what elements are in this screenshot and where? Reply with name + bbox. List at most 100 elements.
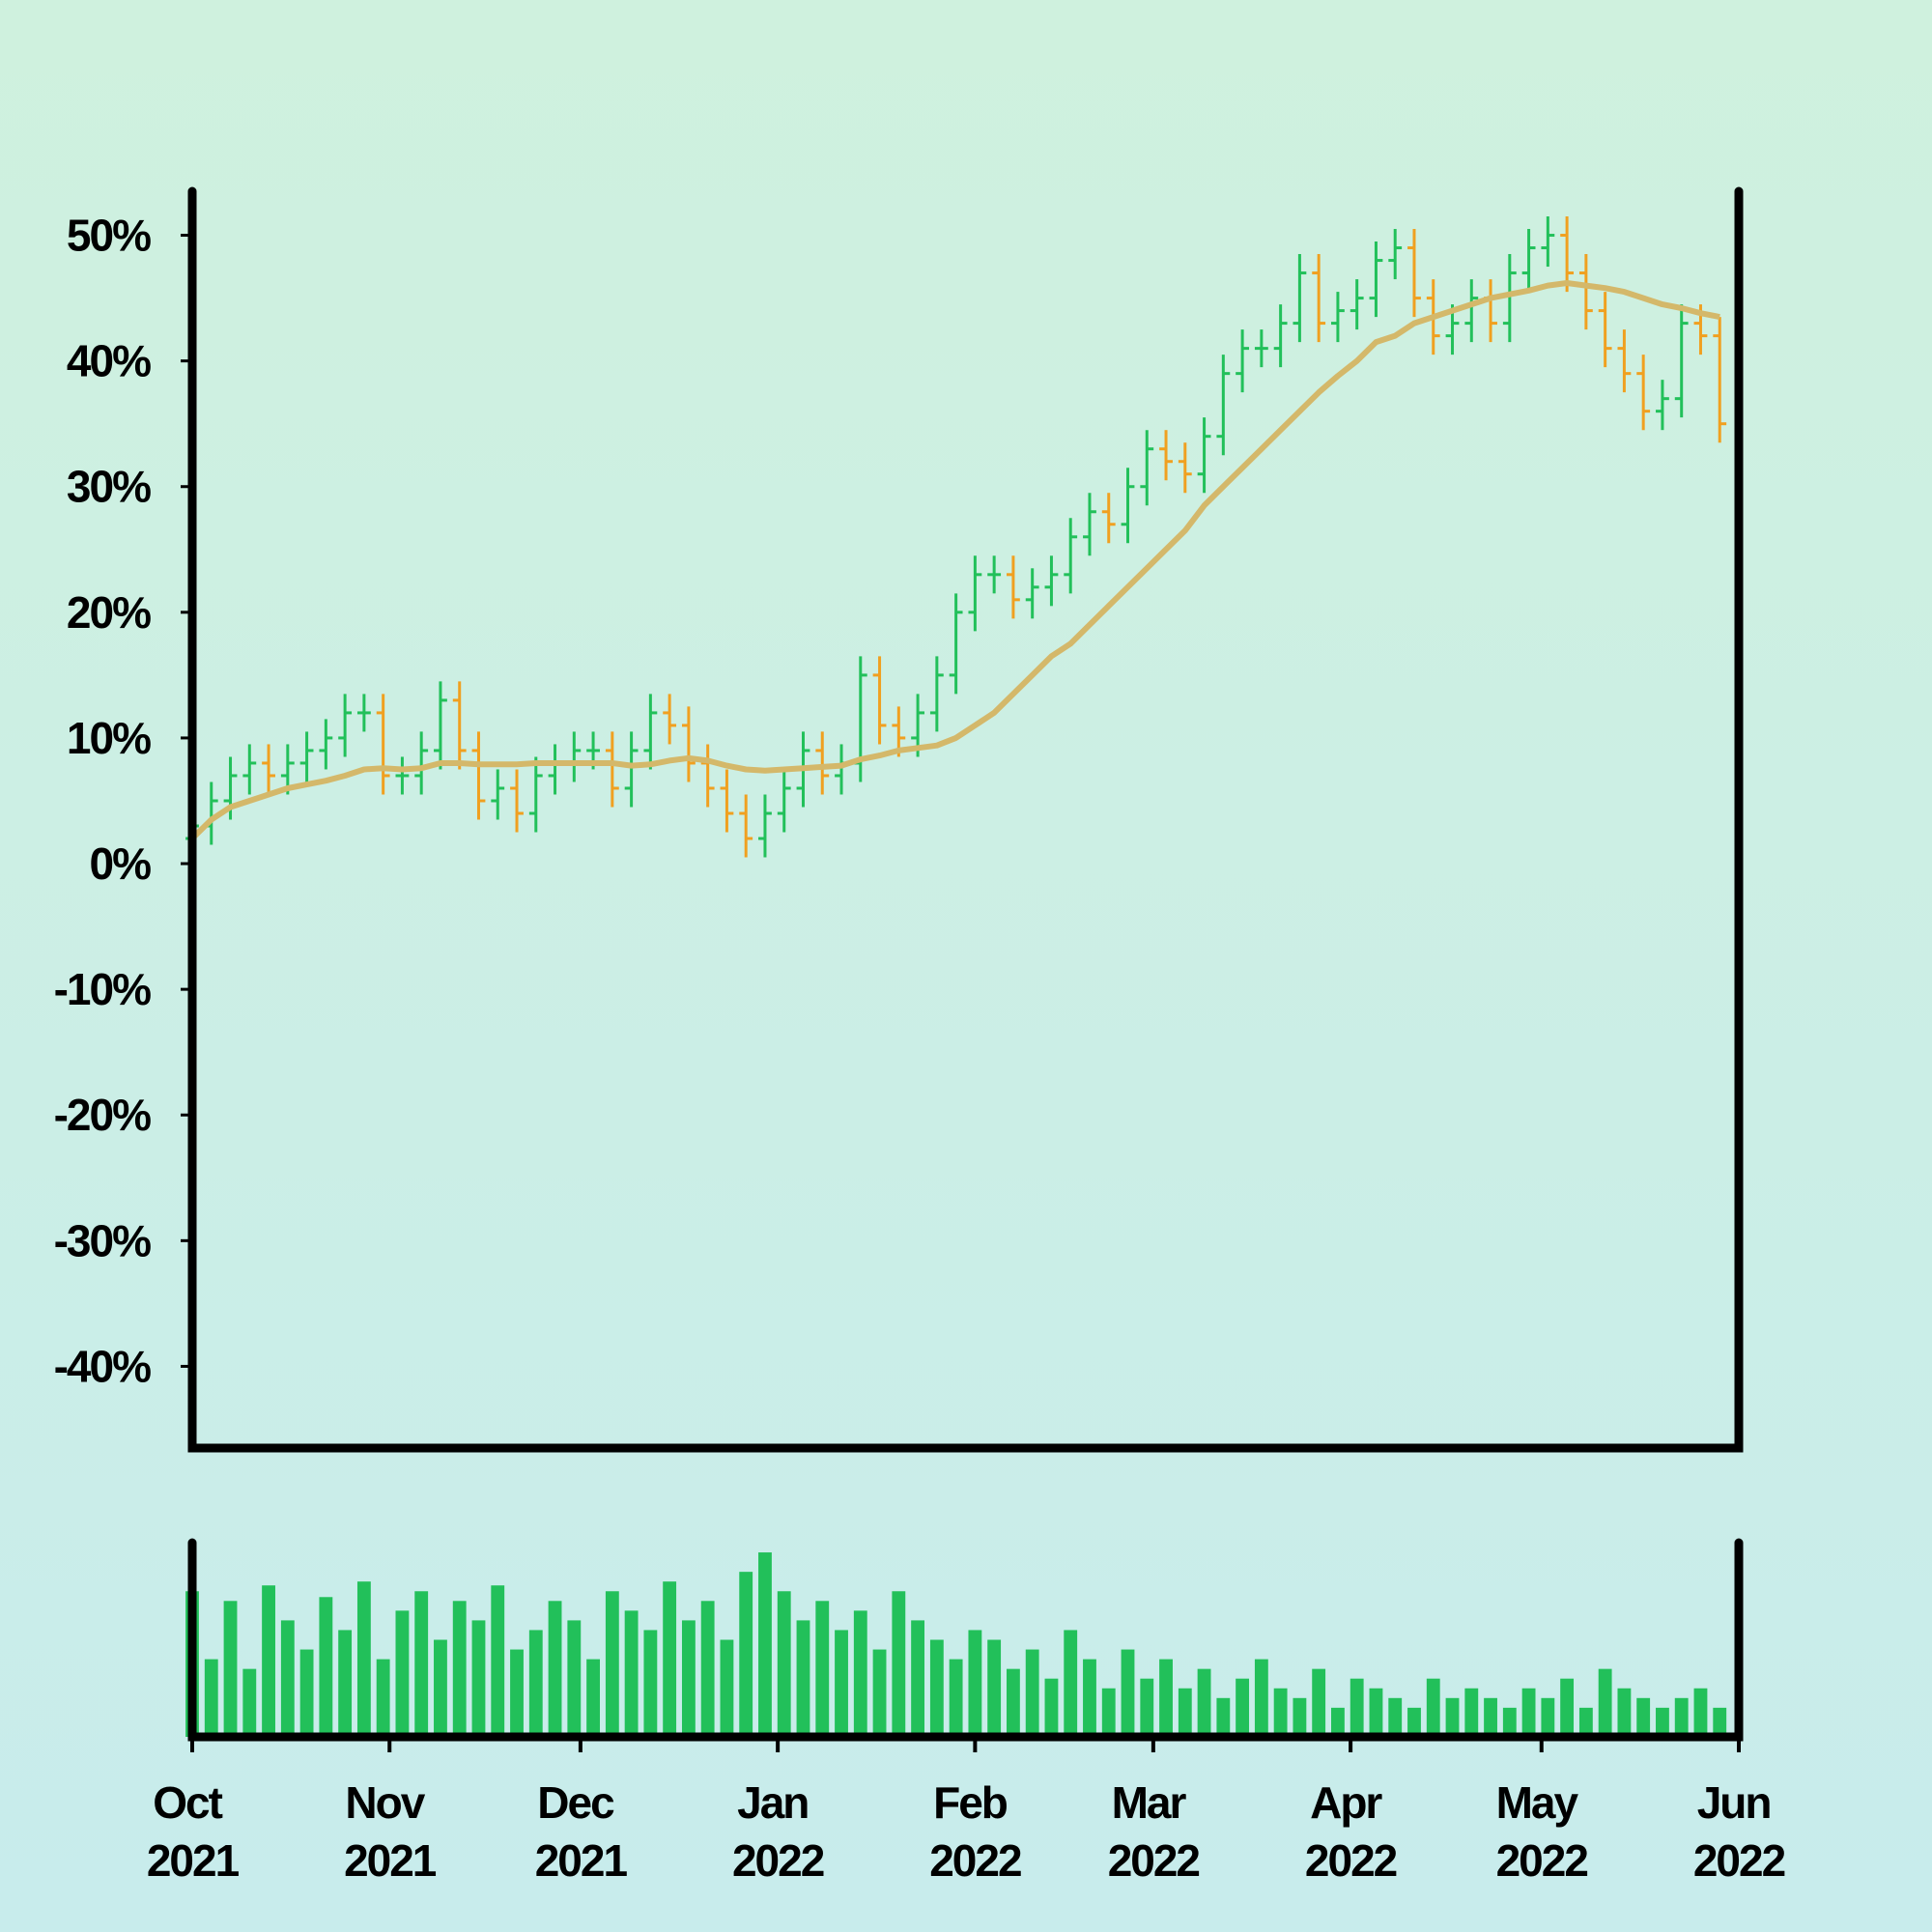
volume-bar — [1254, 1659, 1268, 1737]
volume-bar — [968, 1630, 982, 1737]
volume-bar — [1369, 1688, 1383, 1737]
x-tick-label-line: Mar — [1112, 1777, 1196, 1828]
volume-bar — [491, 1585, 505, 1737]
moving-average-line — [189, 280, 1720, 841]
x-tick-label: Oct 2021 — [147, 1777, 240, 1886]
x-tick-label-line: 2022 — [1305, 1835, 1397, 1886]
axis-frame — [187, 1538, 1744, 1742]
volume-bar — [586, 1659, 600, 1737]
volume-bar — [853, 1610, 867, 1737]
volume-bar — [1598, 1668, 1612, 1737]
volume-bar — [548, 1601, 562, 1737]
x-tick-label-line: 2021 — [344, 1835, 437, 1886]
volume-bar — [567, 1620, 582, 1737]
volume-bar — [796, 1620, 810, 1737]
volume-bar — [1578, 1707, 1593, 1737]
volume-bar — [1674, 1697, 1689, 1737]
volume-bar — [739, 1572, 753, 1737]
volume-bar — [1464, 1688, 1479, 1737]
volume-bar — [1693, 1688, 1708, 1737]
volume-bar — [1140, 1678, 1154, 1737]
volume-bar — [1044, 1678, 1059, 1737]
x-tick-label-line: Oct — [153, 1777, 231, 1828]
volume-bar — [835, 1630, 848, 1737]
y-tick-label: -10% — [54, 964, 151, 1014]
volume-bar — [1388, 1697, 1403, 1737]
volume-bar — [338, 1630, 353, 1737]
volume-bar — [1617, 1688, 1632, 1737]
volume-bar — [681, 1620, 696, 1737]
x-tick-label-line: 2021 — [147, 1835, 240, 1886]
volume-bar — [1445, 1697, 1460, 1737]
volume-bar — [624, 1610, 639, 1737]
x-tick-label-line: 2022 — [1693, 1835, 1785, 1886]
volume-bar — [204, 1659, 218, 1737]
volume-bar — [872, 1649, 887, 1737]
volume-bar — [452, 1601, 467, 1737]
volume-bar — [1521, 1688, 1536, 1737]
volume-bar — [700, 1601, 715, 1737]
volume-bar — [1236, 1678, 1250, 1737]
volume-bar — [892, 1591, 906, 1737]
x-tick-label-line: 2022 — [1496, 1835, 1588, 1886]
volume-bar — [758, 1552, 772, 1737]
y-tick-label: -20% — [54, 1090, 151, 1140]
volume-bar — [528, 1630, 543, 1737]
x-tick-label-line: 2022 — [929, 1835, 1021, 1886]
x-tick-label-line: Jun — [1697, 1777, 1781, 1828]
volume-bar — [720, 1639, 734, 1737]
x-tick-label: Feb 2022 — [929, 1777, 1021, 1886]
volume-bar — [356, 1581, 371, 1737]
x-tick-label-line: Dec — [537, 1777, 623, 1828]
x-tick-label-line: 2022 — [732, 1835, 824, 1886]
x-tick-label-line: Nov — [345, 1777, 434, 1828]
volume-bar — [1101, 1688, 1116, 1737]
volume-bar — [1293, 1697, 1307, 1737]
volume-bar — [1083, 1659, 1096, 1737]
volume-bar — [605, 1591, 619, 1737]
y-tick-label: -40% — [54, 1341, 151, 1391]
volume-bar — [777, 1591, 791, 1737]
x-tick-label: Apr 2022 — [1305, 1777, 1397, 1886]
volume-bar — [1312, 1668, 1326, 1737]
y-tick-label: 0% — [90, 838, 152, 889]
x-tick-label-line: 2021 — [535, 1835, 628, 1886]
volume-bar — [1713, 1707, 1727, 1737]
volume-bar — [510, 1649, 524, 1737]
volume-bar — [1331, 1707, 1345, 1737]
volume-bar — [1502, 1707, 1517, 1737]
volume-bar — [815, 1601, 830, 1737]
x-tick-label: Dec 2021 — [535, 1777, 628, 1886]
volume-bar — [414, 1591, 429, 1737]
volume-bar — [911, 1620, 925, 1737]
volume-bar — [1197, 1668, 1211, 1737]
volume-bar — [1121, 1649, 1135, 1737]
volume-bar — [1178, 1688, 1192, 1737]
x-tick-label-line: Jan — [737, 1777, 818, 1828]
y-tick-label: -30% — [54, 1215, 151, 1265]
x-tick-label: May 2022 — [1496, 1777, 1588, 1886]
volume-bar — [395, 1610, 410, 1737]
volume-bar — [1159, 1659, 1173, 1737]
volume-bar — [1350, 1678, 1364, 1737]
volume-bar — [987, 1639, 1002, 1737]
y-tick-label: 40% — [67, 336, 151, 386]
volume-bar — [223, 1601, 238, 1737]
y-tick-label: 30% — [67, 462, 151, 512]
volume-bar — [663, 1581, 677, 1737]
volume-bar — [1216, 1697, 1231, 1737]
volume-bar — [1025, 1649, 1039, 1737]
axis-frame — [187, 186, 1744, 1453]
x-tick-label-line: May — [1496, 1777, 1587, 1828]
volume-bar — [1426, 1678, 1440, 1737]
volume-bar — [1064, 1630, 1078, 1737]
volume-bar — [434, 1639, 447, 1737]
y-tick-label: 20% — [67, 587, 151, 638]
volume-bar — [1541, 1697, 1555, 1737]
volume-bar — [1484, 1697, 1497, 1737]
x-tick-label: Mar 2022 — [1108, 1777, 1200, 1886]
volume-bar — [1636, 1697, 1651, 1737]
x-tick-label: Jun 2022 — [1693, 1777, 1785, 1886]
volume-bar — [1006, 1668, 1020, 1737]
